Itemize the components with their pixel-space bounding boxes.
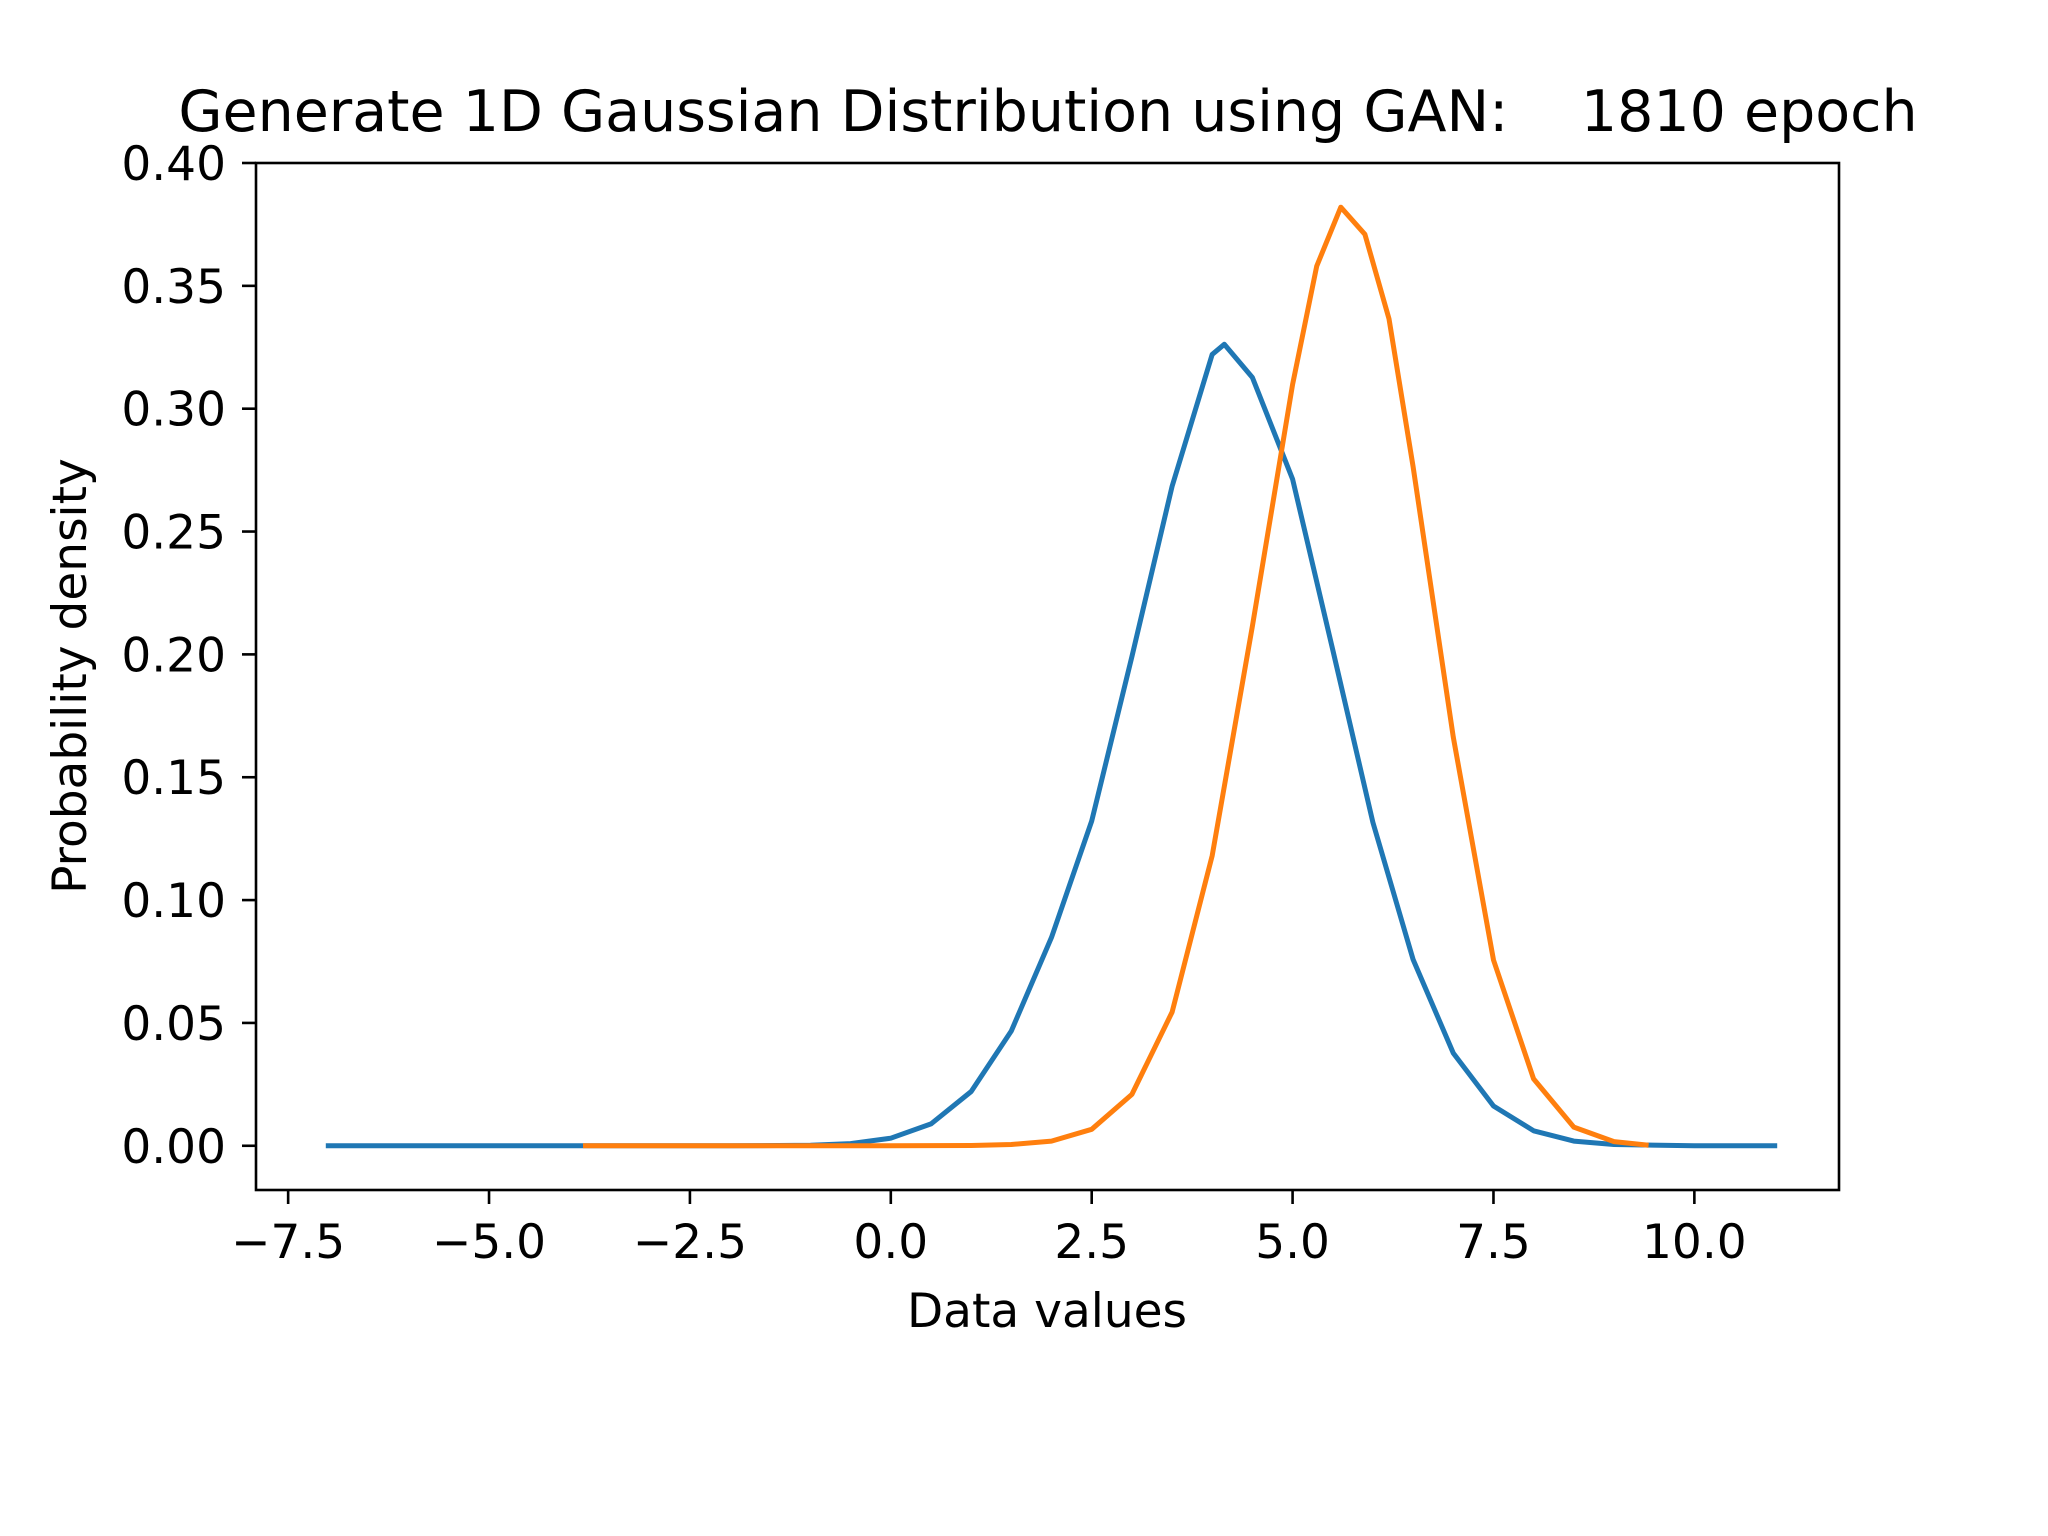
y-axis: 0.00 0.05 0.10 0.15 0.20 0.25 0.30 0.35 0.40 [121, 137, 256, 1175]
y-tick-label: 0.05 [121, 997, 226, 1052]
y-tick-label: 0.15 [121, 751, 226, 806]
x-axis-label: Data values [907, 1284, 1187, 1339]
x-tick-label: 10.0 [1642, 1215, 1747, 1270]
x-axis: −7.5 −5.0 −2.5 0.0 2.5 5.0 7.5 10.0 [231, 1190, 1747, 1270]
x-tick-label: −5.0 [432, 1215, 546, 1270]
x-tick-label: 2.5 [1054, 1215, 1129, 1270]
y-axis-label: Probability density [43, 458, 98, 894]
plot-area-frame [254, 161, 1841, 1192]
chart-title: Generate 1D Gaussian Distribution using … [178, 79, 1917, 145]
x-tick-label: 5.0 [1255, 1215, 1330, 1270]
y-tick-label: 0.10 [121, 874, 226, 929]
x-tick-label: 0.0 [853, 1215, 928, 1270]
series-line-1 [325, 341, 1778, 1149]
y-tick-label: 0.35 [121, 260, 226, 315]
series-layer [325, 204, 1778, 1149]
y-tick-label: 0.00 [121, 1120, 226, 1175]
y-tick-label: 0.25 [121, 506, 226, 561]
x-tick-label: 7.5 [1456, 1215, 1531, 1270]
series-line-2 [583, 204, 1649, 1149]
x-tick-label: −2.5 [633, 1215, 747, 1270]
y-tick-label: 0.30 [121, 383, 226, 438]
y-tick-label: 0.20 [121, 628, 226, 683]
y-tick-label: 0.40 [121, 137, 226, 192]
x-tick-label: −7.5 [231, 1215, 345, 1270]
